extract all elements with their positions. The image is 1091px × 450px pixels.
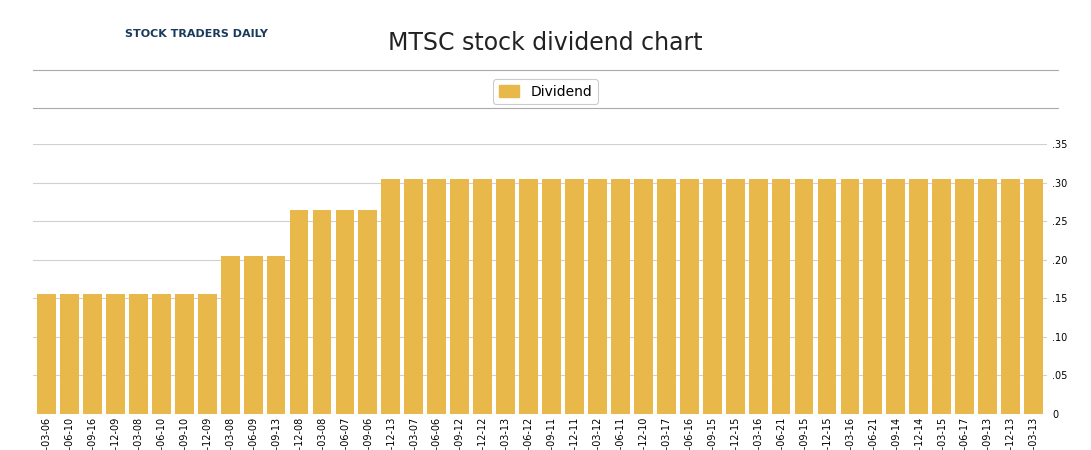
Bar [979,179,997,414]
Legend: Dividend: Dividend [493,79,598,104]
Bar [748,179,768,414]
Bar [887,179,906,414]
Bar [336,210,355,414]
Bar [565,179,584,414]
Bar [220,256,240,414]
Bar [817,179,837,414]
Bar [60,294,79,414]
Bar [473,179,492,414]
Bar [794,179,814,414]
Bar [680,179,698,414]
Text: MTSC stock dividend chart: MTSC stock dividend chart [388,32,703,55]
Bar [542,179,561,414]
Bar [175,294,193,414]
Bar [428,179,446,414]
Bar [382,179,400,414]
Bar [243,256,263,414]
Bar [289,210,309,414]
Bar [1024,179,1043,414]
Bar [840,179,860,414]
Bar [83,294,101,414]
Bar [703,179,721,414]
Bar [106,294,124,414]
Bar [496,179,515,414]
Bar [519,179,538,414]
Bar [359,210,377,414]
Bar [933,179,951,414]
Bar [657,179,675,414]
Bar [611,179,630,414]
Bar [1002,179,1020,414]
Bar [312,210,332,414]
Bar [771,179,791,414]
Bar [451,179,469,414]
Bar [152,294,170,414]
Bar [129,294,147,414]
Bar [588,179,607,414]
Bar [726,179,744,414]
Bar [956,179,974,414]
Bar [197,294,217,414]
Bar [910,179,928,414]
Bar [37,294,56,414]
Bar [634,179,652,414]
Bar [863,179,883,414]
Text: STOCK TRADERS DAILY: STOCK TRADERS DAILY [125,29,267,39]
Bar [266,256,286,414]
Bar [405,179,423,414]
